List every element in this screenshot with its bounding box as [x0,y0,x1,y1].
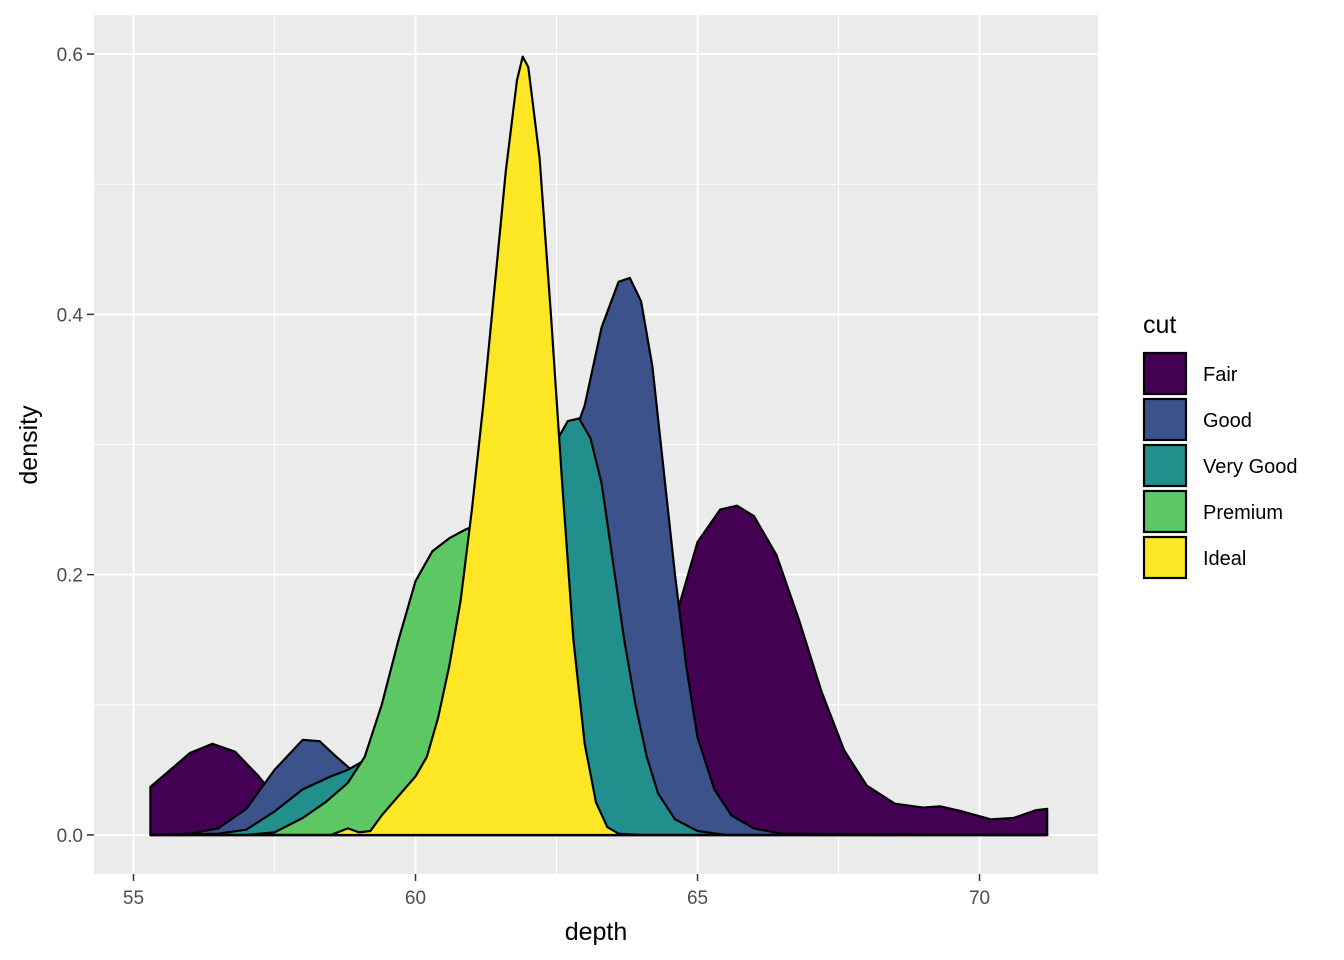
y-tick-label: 0.2 [57,566,83,587]
legend-title: cut [1143,311,1176,339]
x-tick-label: 60 [405,888,426,909]
x-tick-label: 65 [687,888,708,909]
density-areas [149,55,1049,837]
legend-label-fair: Fair [1203,364,1238,386]
y-tick-label: 0.6 [57,45,83,66]
x-tick-label: 70 [969,888,990,909]
y-tick-label: 0.0 [57,826,83,847]
y-axis-title: density [15,405,43,485]
x-tick-label: 55 [123,888,144,909]
legend-swatch-fair [1142,351,1188,396]
y-tick-label: 0.4 [57,305,84,326]
density-area-fair [149,504,1049,837]
legend-items: Fair Good Very Good Premium Ideal [1142,351,1298,580]
x-axis: 55 60 65 70 [123,874,990,909]
y-axis: 0.0 0.2 0.4 0.6 [57,45,94,847]
legend-swatch-good [1142,397,1188,442]
legend-label-premium: Premium [1203,502,1283,524]
legend-swatch-ideal [1142,535,1188,580]
legend-label-ideal: Ideal [1203,548,1246,570]
legend: cut Fair Good Very Good Premium Ideal [1142,311,1298,580]
density-area-ideal [149,55,1049,837]
legend-label-good: Good [1203,410,1252,432]
legend-label-very-good: Very Good [1203,456,1298,478]
legend-swatch-premium [1142,489,1188,534]
x-axis-title: depth [565,918,628,946]
legend-swatch-very-good [1142,443,1188,488]
